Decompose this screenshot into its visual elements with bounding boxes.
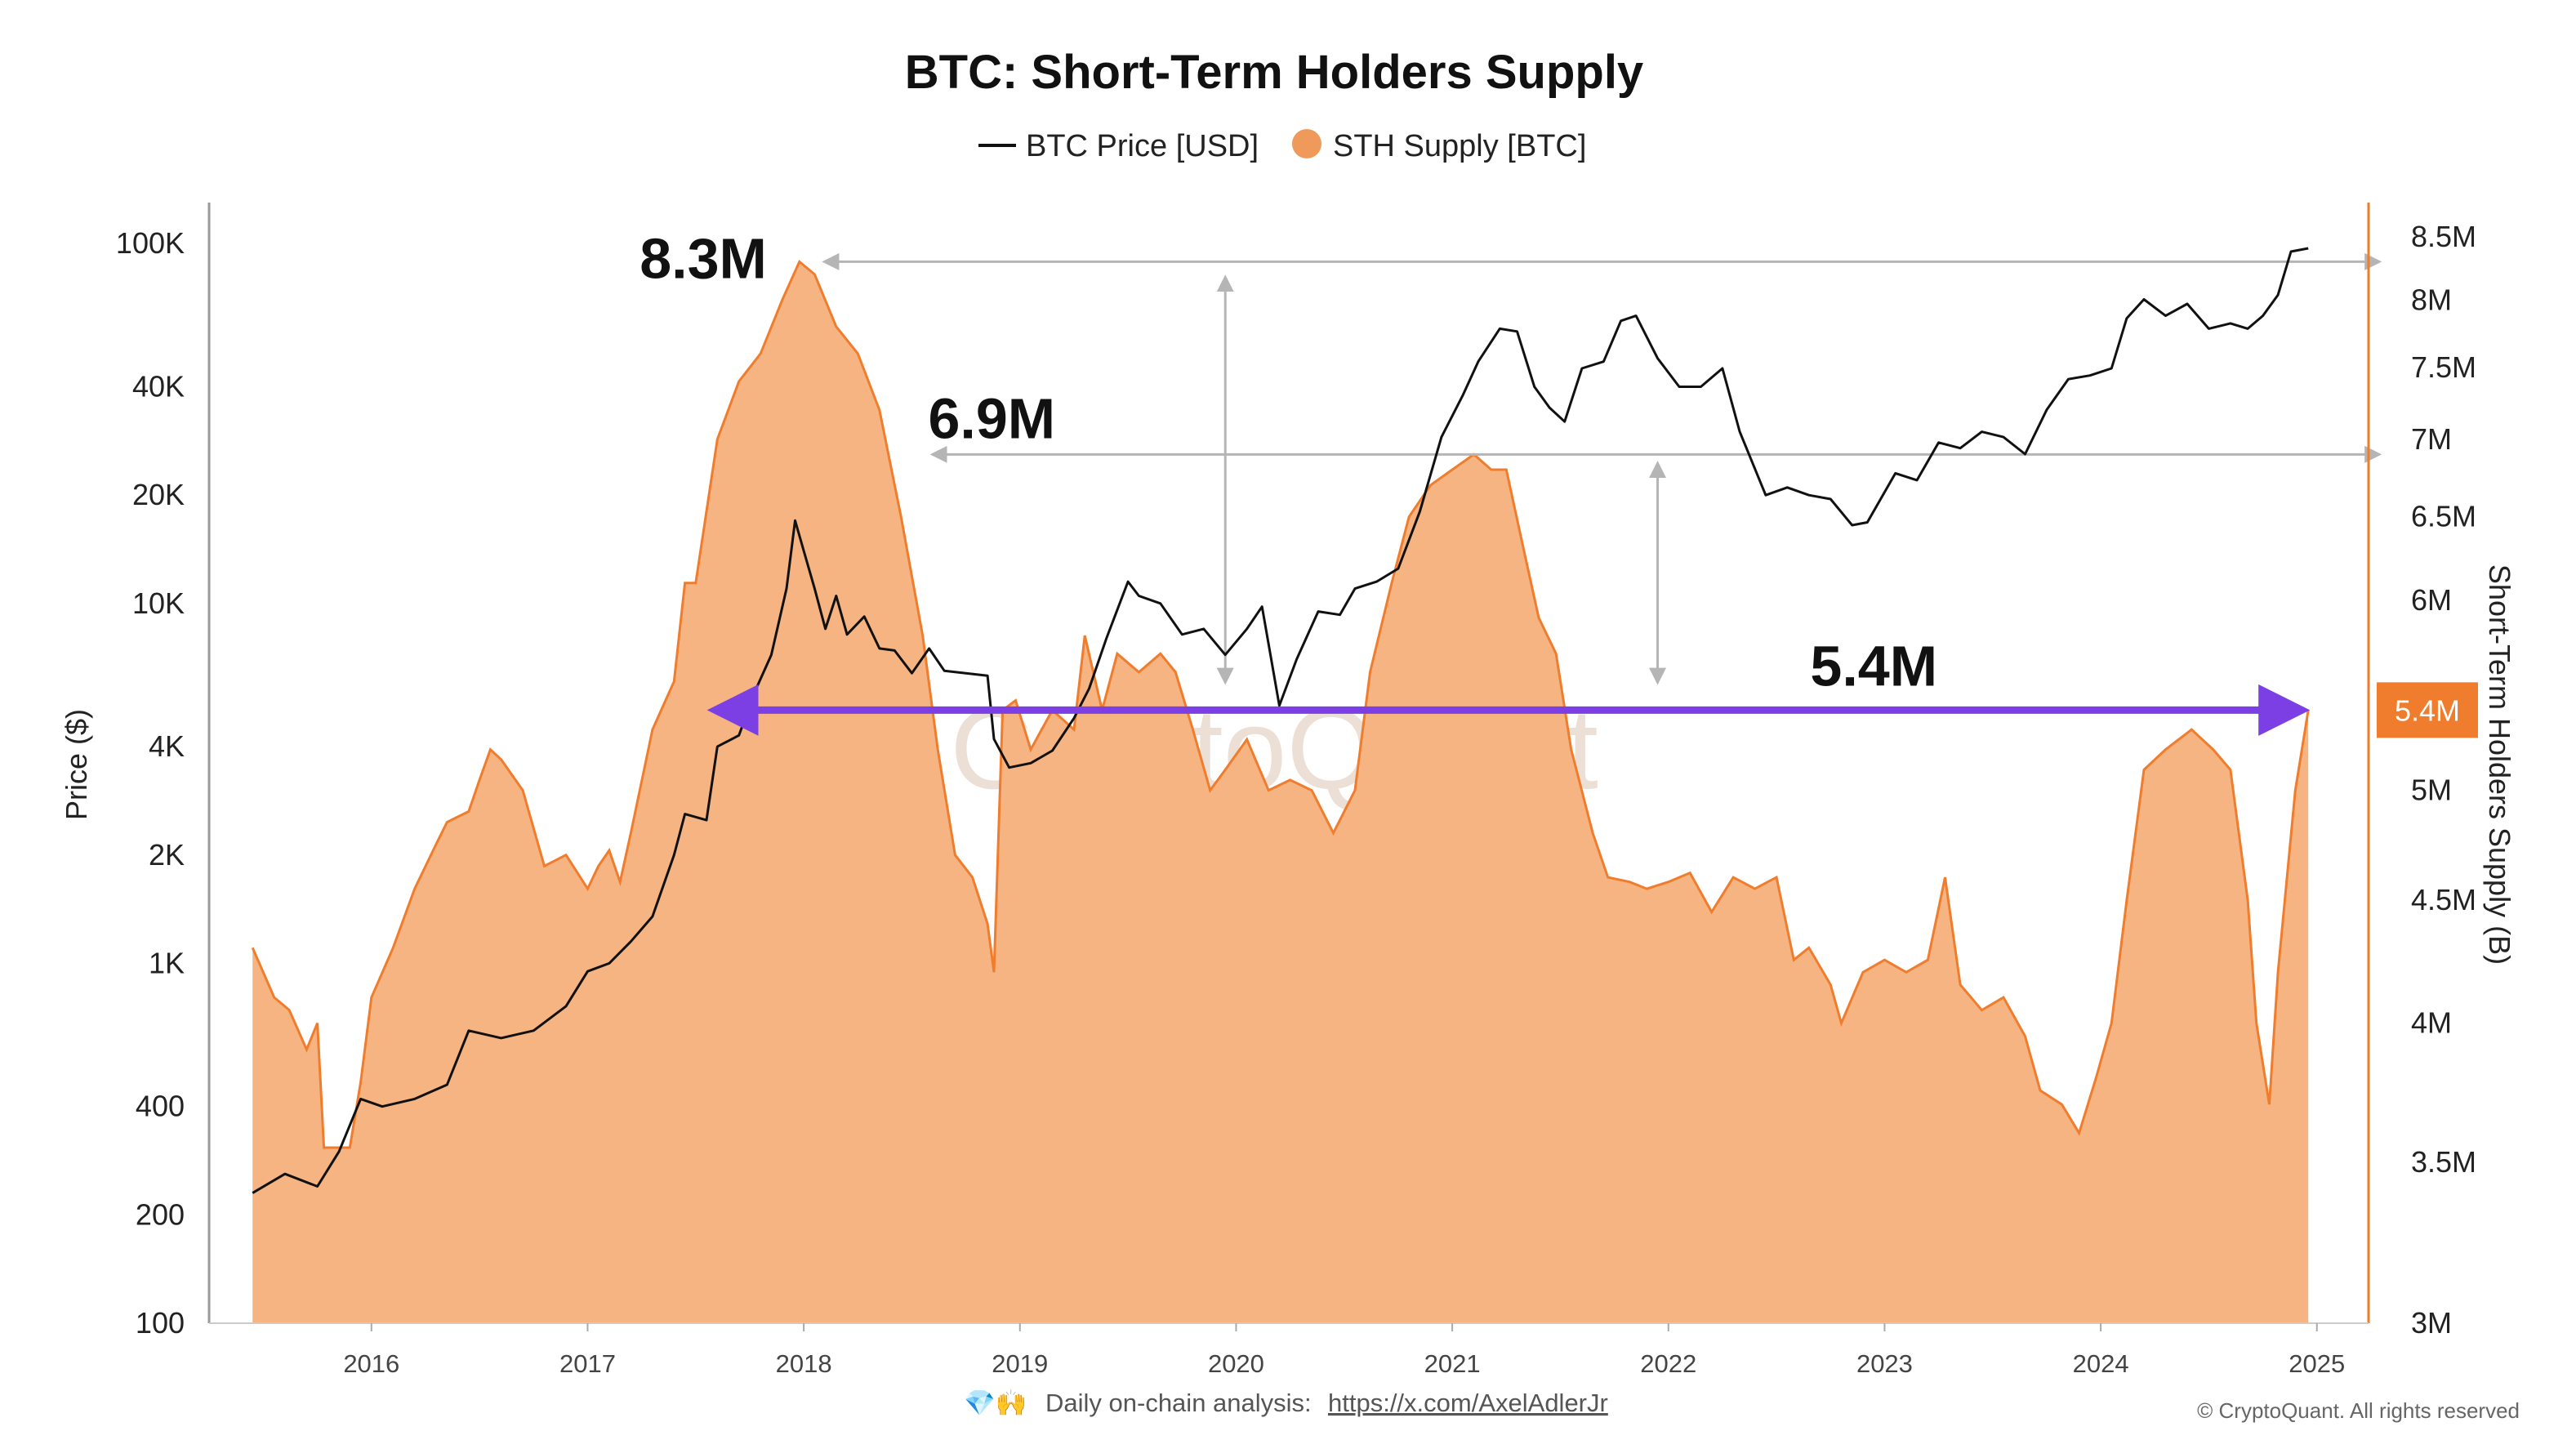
left-tick-label: 200 (136, 1197, 185, 1231)
left-axis-ticks: 100 200 400 1K 2K 4K 10K 20K 40K 100K (116, 226, 185, 1340)
x-tick-label: 2022 (1640, 1349, 1696, 1378)
legend-price-label: BTC Price [USD] (1026, 129, 1259, 163)
badge-background (2377, 682, 2478, 738)
left-tick-label: 100K (116, 226, 185, 260)
left-axis-label: Price ($) (60, 709, 93, 820)
left-tick-label: 20K (132, 478, 185, 511)
annotation-5-4m: 5.4M (1810, 634, 1937, 698)
right-tick-label: 7.5M (2411, 350, 2476, 384)
price-line-layer (252, 247, 2309, 1194)
legend-supply-label: STH Supply [BTC] (1333, 129, 1586, 163)
x-tick-label: 2019 (992, 1349, 1048, 1378)
left-tick-label: 10K (132, 586, 185, 620)
x-tick-label: 2017 (559, 1349, 616, 1378)
sth-supply-line (251, 259, 2310, 1149)
left-tick-label: 2K (149, 838, 185, 872)
legend: BTC Price [USD] STH Supply [BTC] (978, 129, 1586, 163)
x-tick-label: 2024 (2073, 1349, 2129, 1378)
footer-emoji: 💎🙌 (964, 1389, 1027, 1417)
left-tick-label: 40K (132, 370, 185, 403)
right-tick-label: 6M (2411, 583, 2452, 617)
chart-title: BTC: Short-Term Holders Supply (905, 46, 1643, 99)
x-tick-label: 2025 (2289, 1349, 2345, 1378)
left-tick-label: 4K (149, 729, 185, 763)
supply-area-layer (251, 259, 2310, 1323)
left-tick-label: 1K (149, 946, 185, 979)
x-tick-label: 2023 (1856, 1349, 1913, 1378)
annotations: 8.3M 6.9M 5.4M (640, 226, 1937, 698)
guide-lines-layer (822, 252, 2382, 685)
right-tick-label: 7M (2411, 422, 2452, 456)
sth-supply-area (252, 261, 2309, 1323)
copyright: © CryptoQuant. All rights reserved (2197, 1398, 2520, 1423)
footer-link[interactable]: https://x.com/AxelAdlerJr (1328, 1389, 1608, 1417)
right-tick-label: 8.5M (2411, 220, 2476, 253)
x-tick-label: 2016 (343, 1349, 399, 1378)
right-tick-label: 4.5M (2411, 883, 2476, 916)
x-axis-ticks: 2016 2017 2018 2019 2020 2021 2022 2023 2024 2025 (343, 1323, 2345, 1378)
left-tick-label: 400 (136, 1090, 185, 1123)
right-tick-label: 5M (2411, 774, 2452, 807)
annotation-6-9m: 6.9M (928, 386, 1055, 450)
badge-label: 5.4M (2395, 693, 2460, 727)
x-tick-label: 2018 (776, 1349, 832, 1378)
current-value-badge: 5.4M (2377, 682, 2478, 738)
x-tick-label: 2021 (1424, 1349, 1481, 1378)
annotation-8-3m: 8.3M (640, 226, 767, 290)
right-tick-label: 3M (2411, 1306, 2452, 1340)
right-tick-label: 6.5M (2411, 500, 2476, 533)
footer-prefix: Daily on-chain analysis: (1045, 1389, 1312, 1417)
right-tick-label: 4M (2411, 1006, 2452, 1040)
right-tick-label: 3.5M (2411, 1145, 2476, 1179)
x-tick-label: 2020 (1208, 1349, 1264, 1378)
legend-supply-swatch (1292, 129, 1321, 158)
right-axis-ticks: 3M 3.5M 4M 4.5M 5M 6M 6.5M 7M 7.5M 8M 8.5M (2411, 220, 2476, 1340)
left-tick-label: 100 (136, 1306, 185, 1340)
right-axis-label: Short-Term Holders Supply (B) (2483, 564, 2516, 965)
btc-price-line (252, 247, 2309, 1194)
right-tick-label: 8M (2411, 283, 2452, 316)
